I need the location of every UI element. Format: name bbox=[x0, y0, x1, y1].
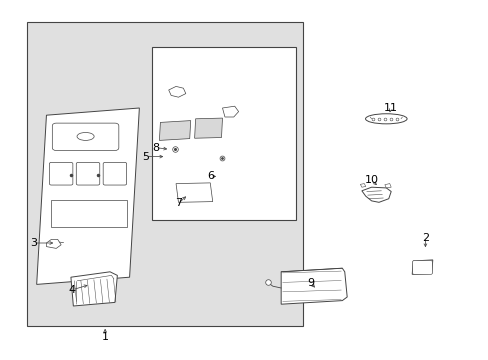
Text: 5: 5 bbox=[142, 152, 149, 162]
Polygon shape bbox=[361, 187, 390, 202]
FancyBboxPatch shape bbox=[76, 162, 100, 185]
Text: 9: 9 bbox=[306, 278, 313, 288]
FancyBboxPatch shape bbox=[49, 162, 73, 185]
Polygon shape bbox=[194, 118, 222, 138]
Polygon shape bbox=[384, 184, 390, 188]
Text: 6: 6 bbox=[206, 171, 213, 181]
Ellipse shape bbox=[77, 132, 94, 140]
Polygon shape bbox=[360, 184, 365, 187]
Polygon shape bbox=[176, 183, 212, 202]
Text: 10: 10 bbox=[364, 175, 378, 185]
Polygon shape bbox=[281, 268, 346, 304]
FancyBboxPatch shape bbox=[103, 162, 126, 185]
Polygon shape bbox=[71, 272, 117, 306]
Text: 8: 8 bbox=[152, 143, 159, 153]
Polygon shape bbox=[46, 239, 61, 248]
Bar bbox=[27, 22, 303, 326]
Bar bbox=[51, 200, 127, 227]
FancyBboxPatch shape bbox=[52, 123, 119, 150]
Bar bbox=[151, 47, 295, 220]
Polygon shape bbox=[411, 260, 432, 274]
Polygon shape bbox=[168, 86, 185, 97]
Polygon shape bbox=[159, 121, 190, 140]
FancyBboxPatch shape bbox=[412, 261, 431, 274]
Text: 11: 11 bbox=[384, 103, 397, 113]
Ellipse shape bbox=[365, 114, 406, 124]
Text: 3: 3 bbox=[30, 238, 37, 248]
Text: 2: 2 bbox=[421, 233, 428, 243]
Text: 4: 4 bbox=[69, 285, 76, 295]
Polygon shape bbox=[222, 106, 238, 117]
Text: 1: 1 bbox=[102, 332, 108, 342]
Text: 7: 7 bbox=[175, 198, 182, 208]
Polygon shape bbox=[37, 108, 139, 284]
